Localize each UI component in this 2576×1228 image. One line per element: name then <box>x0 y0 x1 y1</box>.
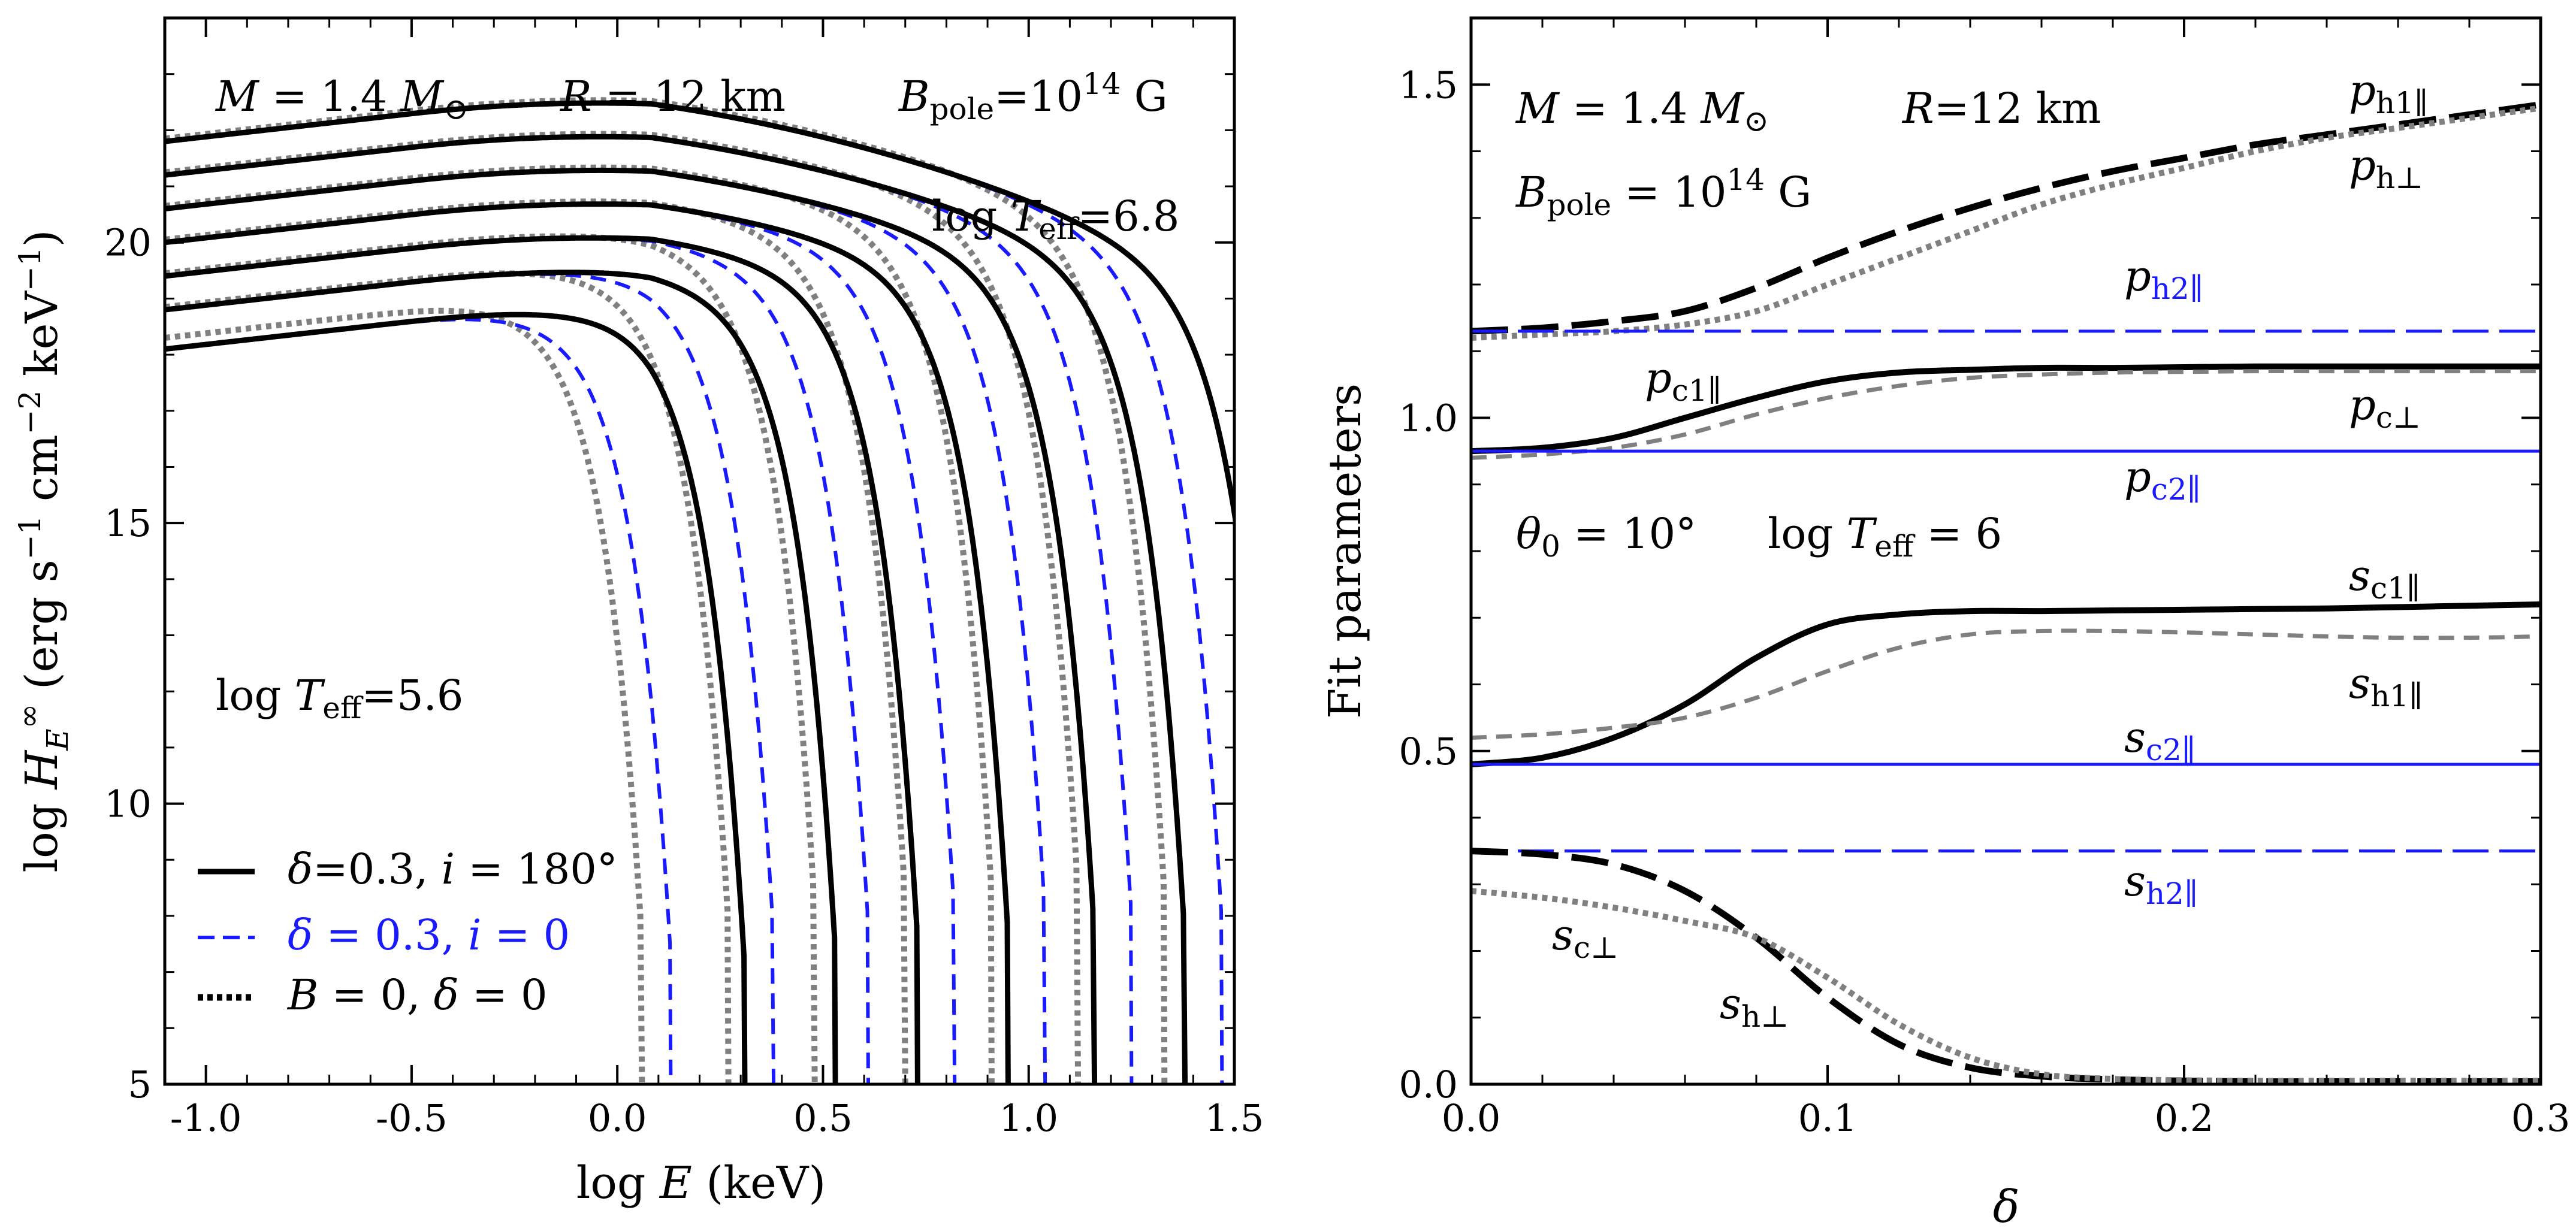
series-label-s-h2: sh2∥ <box>2124 857 2198 911</box>
series-label-s-h1: sh1∥ <box>2349 659 2423 713</box>
spectrum-curve <box>165 307 645 1084</box>
left-y-axis-label: log HE∞ (erg s−1 cm−2 keV−1) <box>11 229 75 872</box>
spectrum-curve <box>165 311 748 1084</box>
right-x-tick-label: 0.3 <box>2511 1096 2571 1140</box>
right-series-labels: ph1∥ ph⊥ ph2∥ pc1∥ pc⊥ pc2∥ sc1∥ sh1∥ sc2∥ sh2∥ sc… <box>1552 66 2428 1034</box>
fit-curve <box>1470 363 2541 455</box>
series-label-p-h1: ph1∥ <box>2349 66 2428 120</box>
spectrum-curve <box>165 198 908 1084</box>
fit-curve <box>1470 601 2541 767</box>
spectrum-curve <box>165 131 1082 1084</box>
right-panel: 0.0 0.1 0.2 0.3 0.0 0.5 1.0 1.5 M = 1.4 M⊙ R=12… <box>1319 16 2571 1228</box>
fit-curve <box>1470 848 2541 1085</box>
left-y-tick-label: 15 <box>104 501 152 545</box>
right-y-tick-label: 1.5 <box>1399 63 1458 107</box>
right-ticks: 0.0 0.1 0.2 0.3 0.0 0.5 1.0 1.5 <box>1399 17 2571 1140</box>
fit-curve <box>1470 369 2541 460</box>
left-x-tick-label: 0.0 <box>588 1096 647 1140</box>
right-bpole-label: Bpole = 1014 G <box>1515 162 1811 222</box>
series-label-s-hperp: sh⊥ <box>1720 979 1789 1034</box>
left-y-tick-label: 5 <box>128 1063 152 1106</box>
right-radius-label: R=12 km <box>1901 84 2101 133</box>
left-radius-label: R = 12 km <box>559 72 786 121</box>
fit-curve <box>1470 888 2541 1084</box>
legend-dotted-label: B = 0, δ = 0 <box>286 970 548 1020</box>
series-label-s-c1: sc1∥ <box>2349 551 2420 606</box>
right-mass-label: M = 1.4 M⊙ <box>1515 84 1769 138</box>
left-panel: -1.0 -0.5 0.0 0.5 1.0 1.5 5 10 15 20 M = 1.4 M⊙ R… <box>11 16 1264 1209</box>
spectrum-curve <box>165 235 920 1084</box>
series-label-s-c2: sc2∥ <box>2124 713 2196 767</box>
right-curves <box>1470 101 2541 1085</box>
right-teff-label: log Teff = 6 <box>1768 509 2002 564</box>
left-teff-high-label: log Teff=6.8 <box>932 192 1179 246</box>
left-legend: δ=0.3, i = 180° δ = 0.3, i = 0 B = 0, δ … <box>198 845 618 1020</box>
right-y-tick-label: 1.0 <box>1399 397 1458 440</box>
series-label-p-cperp: pc⊥ <box>2349 380 2421 435</box>
fit-curve <box>1470 628 2541 740</box>
series-label-p-h2: ph2∥ <box>2124 252 2203 306</box>
left-x-axis-label: log E (keV) <box>576 1157 826 1209</box>
spectrum-curve <box>165 100 1234 531</box>
left-ticks: -1.0 -0.5 0.0 0.5 1.0 1.5 5 10 15 20 <box>104 17 1264 1140</box>
left-teff-low-label: log Teff=5.6 <box>216 671 463 725</box>
spectrum-curve <box>165 270 732 1084</box>
series-label-s-cperp: sc⊥ <box>1552 911 1618 965</box>
right-y-tick-label: 0.5 <box>1399 730 1458 773</box>
left-y-tick-label: 20 <box>104 221 152 265</box>
left-x-tick-label: 0.5 <box>793 1096 853 1140</box>
left-curves <box>165 97 1234 1084</box>
series-label-p-c1: pc1∥ <box>1645 353 1722 408</box>
legend-dashed-label: δ = 0.3, i = 0 <box>288 911 570 960</box>
left-bpole-label: Bpole=1014 G <box>898 66 1168 126</box>
spectrum-curve <box>165 270 838 1084</box>
legend-solid-label: δ=0.3, i = 180° <box>288 845 618 894</box>
spectrum-curve <box>165 167 1098 1084</box>
right-x-tick-label: 0.0 <box>1442 1096 1501 1140</box>
spectrum-curve <box>165 134 1188 1084</box>
right-y-axis-label: Fit parameters <box>1319 383 1371 719</box>
left-y-tick-label: 10 <box>104 782 152 826</box>
fit-curve <box>1470 101 2541 335</box>
right-y-tick-label: 0.0 <box>1399 1063 1458 1106</box>
left-x-tick-label: -1.0 <box>170 1096 242 1140</box>
series-label-p-hperp: ph⊥ <box>2349 141 2423 195</box>
right-theta-label: θ0 = 10° <box>1516 509 1696 564</box>
left-x-tick-label: 1.0 <box>999 1096 1058 1140</box>
series-label-p-c2: pc2∥ <box>2124 452 2201 507</box>
spectrum-curve <box>165 201 1011 1084</box>
left-x-tick-label: -0.5 <box>376 1096 448 1140</box>
right-x-tick-label: 0.2 <box>2155 1096 2214 1140</box>
right-x-axis-label: δ <box>1993 1181 2020 1228</box>
fit-curve <box>1470 105 2541 341</box>
left-x-tick-label: 1.5 <box>1205 1096 1264 1140</box>
spectrum-curve <box>165 97 1168 1084</box>
left-mass-label: M = 1.4 M⊙ <box>215 72 469 126</box>
right-x-tick-label: 0.1 <box>1798 1096 1858 1140</box>
